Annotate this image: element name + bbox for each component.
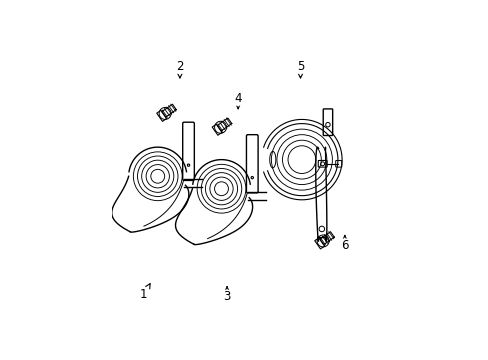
Text: 6: 6 — [341, 235, 348, 252]
Text: 2: 2 — [176, 60, 183, 78]
Text: 4: 4 — [234, 92, 242, 109]
Text: 1: 1 — [140, 284, 150, 301]
Text: 3: 3 — [223, 287, 230, 303]
Text: 5: 5 — [296, 60, 304, 78]
